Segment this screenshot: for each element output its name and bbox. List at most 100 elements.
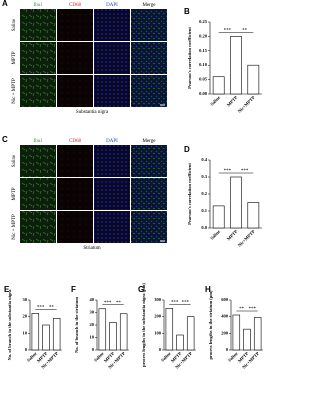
micrograph [94,145,130,177]
row-label: Nic + MPTP [12,214,17,240]
row-label: Saline [12,154,17,167]
micrograph [57,9,93,41]
bar [52,318,61,351]
micrograph [131,9,167,41]
micrograph [20,145,56,177]
bar [98,308,107,351]
y-tick-label: 0.05 [199,77,208,82]
micrograph [20,178,56,210]
panel-letter: G [138,285,144,294]
significance-label: *** [171,300,179,305]
micrograph [57,178,93,210]
panel-letter: B [184,7,190,16]
bar [253,317,262,351]
y-tick-label: 0 [92,347,95,352]
y-tick-label: 0.1 [201,208,207,213]
significance-label: *** [224,29,232,34]
x-tick-label: Saline [26,351,38,363]
bar [109,322,117,351]
bar [165,308,174,351]
bar [230,36,242,95]
micrograph [94,178,130,210]
y-tick-label: 200 [221,330,229,335]
bar [232,314,241,351]
x-tick-label: Saline [227,351,239,363]
column-header: CD68 [69,3,81,8]
y-tick-label: 30 [23,297,28,302]
panel-letter: E [4,285,10,294]
bar [186,316,195,351]
micrograph [94,211,130,243]
y-tick-label: 600 [221,297,229,302]
x-tick-label: Saline [160,351,172,363]
micrograph [131,145,167,177]
bar [42,324,50,351]
bar [212,205,225,229]
micrograph [20,42,56,74]
x-tick-label: Nic+MPTP [237,229,256,248]
y-tick-label: 200 [154,314,162,319]
column-header: DAPI [106,3,118,8]
y-tick-label: 0.4 [201,157,207,162]
y-tick-label: 0 [25,347,28,352]
significance-label: ** [116,301,122,306]
y-tick-label: 0.2 [201,191,207,196]
micrograph [57,145,93,177]
y-tick-label: 300 [154,297,162,302]
y-axis-label: Pearson's correlation coefficient [187,27,192,89]
y-tick-label: 0 [226,347,229,352]
panel-letter: C [2,135,8,144]
panel-letter: D [184,145,190,154]
significance-label: *** [241,169,249,174]
y-axis-label: process lengths in the striatum (μm) [208,290,213,360]
y-tick-label: 20 [23,314,28,319]
column-header: DAPI [106,139,118,144]
region-caption: Substantia nigra [76,110,109,115]
y-tick-label: 0.25 [199,19,208,24]
bar [176,334,184,351]
row-label: MPTP [12,51,17,64]
y-tick-label: 20 [90,322,95,327]
y-tick-label: 10 [90,335,95,340]
significance-label: *** [104,301,112,306]
y-tick-label: 10 [23,330,28,335]
row-label: MPTP [12,187,17,200]
significance-label: *** [37,305,45,310]
significance-label: ** [49,305,55,310]
y-tick-label: 30 [90,310,95,315]
figure: A Iba1 CD68 DAPI Merge Saline MPTP Nic + MPTP Su… [2,0,263,370]
significance-label: ** [239,307,245,312]
significance-label: *** [224,169,232,174]
micrograph [131,178,167,210]
x-tick-label: Saline [209,229,221,241]
row-label: Saline [12,18,17,31]
x-tick-label: MPTP [226,229,239,242]
column-header: CD68 [69,139,81,144]
y-tick-label: 0 [159,347,162,352]
significance-label: *** [249,307,257,312]
significance-label: ** [242,29,248,34]
micrograph [131,42,167,74]
y-tick-label: 0.15 [199,48,208,53]
y-tick-label: 0.3 [201,174,207,179]
panel-letter: A [2,0,8,8]
bar [212,76,225,95]
significance-label: *** [182,300,190,305]
column-header: Iba1 [34,3,43,8]
region-caption: Striatum [83,246,100,251]
bar [243,328,251,351]
column-header: Merge [143,3,157,8]
y-tick-label: 400 [221,314,229,319]
y-tick-label: 0.20 [199,33,208,38]
micrograph [131,211,167,243]
x-tick-label: MPTP [226,95,239,108]
micrograph [20,211,56,243]
column-header: Merge [143,139,157,144]
y-axis-label: Pearson's correlation coefficient [187,163,192,225]
y-axis-label: process lengths in the substantia nigra … [141,283,146,367]
y-tick-label: 100 [154,330,162,335]
x-tick-label: Saline [93,351,105,363]
bar [247,202,260,229]
micrograph [57,211,93,243]
y-tick-label: 0.0 [201,225,207,230]
